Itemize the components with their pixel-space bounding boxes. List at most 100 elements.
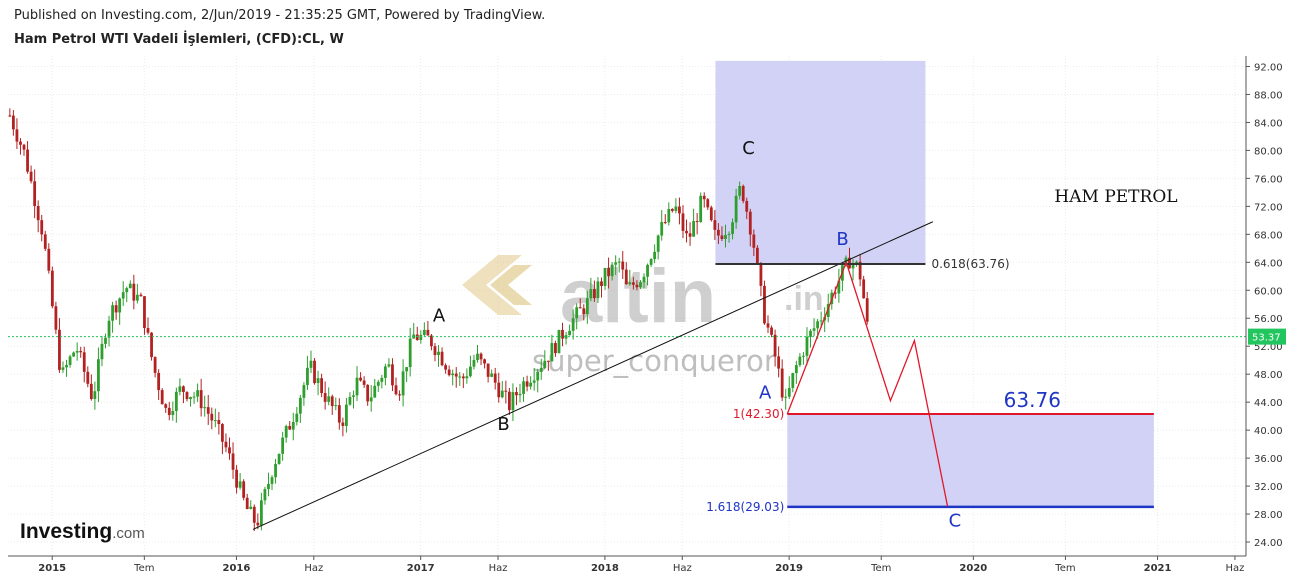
candle-body	[121, 292, 125, 299]
fib-label: 1(42.30)	[733, 407, 784, 421]
y-tick-label: 28.00	[1254, 510, 1283, 521]
candle-body	[256, 522, 260, 526]
candle-body	[291, 421, 295, 430]
watermark-logo-inner-icon	[490, 265, 532, 305]
candle-body	[646, 264, 649, 277]
candle-body	[150, 332, 153, 358]
candle-body	[100, 343, 104, 360]
candle-body	[114, 305, 118, 313]
candle-body	[663, 222, 667, 224]
candle-body	[199, 390, 203, 409]
y-tick-label: 76.00	[1254, 174, 1283, 185]
candle-body	[355, 377, 359, 396]
candle-body	[770, 327, 773, 335]
candle-body	[61, 367, 65, 370]
candle-body	[111, 305, 114, 321]
candle-body	[532, 380, 536, 383]
y-tick-label: 72.00	[1254, 202, 1283, 213]
candle-body	[809, 330, 812, 337]
candle-body	[11, 115, 15, 130]
candle-body	[277, 453, 281, 465]
candle-body	[47, 248, 51, 271]
candle-body	[525, 381, 529, 387]
candle-body	[589, 289, 593, 299]
candle-body	[373, 385, 377, 398]
axes: 92.00 88.00 84.00 80.00 76.00 72.00 68.00 64.00…	[8, 56, 1286, 574]
candle-body	[408, 338, 412, 368]
projection-path	[786, 260, 949, 507]
candle-body	[522, 381, 525, 394]
candle-body	[433, 346, 437, 356]
candle-body	[812, 328, 816, 331]
candle-body	[79, 350, 83, 353]
candle-body	[497, 382, 501, 398]
candle-body	[472, 360, 476, 367]
candle-body	[688, 233, 692, 237]
candle-body	[507, 391, 511, 411]
candle-body	[681, 213, 685, 231]
brand-suffix: .com	[112, 525, 145, 542]
candle-body	[444, 365, 448, 370]
annotations: 0.618(63.76) 1(42.30) 1.618(29.03) 63.76 A B C…	[8, 138, 1246, 532]
y-tick-label: 24.00	[1254, 538, 1283, 549]
candle-body	[249, 506, 253, 510]
candle-body	[447, 369, 451, 376]
candle-body	[617, 261, 621, 263]
candle-body	[352, 395, 355, 397]
candle-body	[614, 262, 618, 265]
candle-body	[284, 425, 288, 438]
candle-body	[267, 483, 270, 490]
candle-body	[213, 420, 217, 422]
candle-body	[734, 195, 738, 223]
candle-body	[259, 500, 263, 526]
candle-body	[607, 267, 610, 277]
candle-body	[706, 199, 710, 208]
candle-body	[571, 318, 575, 331]
x-tick-label: 2015	[38, 563, 66, 574]
candle-body	[43, 234, 47, 249]
candle-body	[415, 334, 419, 341]
candle-body	[550, 343, 554, 362]
candle-body	[727, 233, 731, 235]
x-tick-label: 2019	[775, 563, 803, 574]
candle-body	[348, 396, 352, 405]
candle-body	[479, 353, 483, 360]
candle-body	[320, 378, 324, 394]
candle-body	[422, 329, 426, 335]
candle-body	[805, 336, 809, 356]
candle-body	[536, 371, 540, 381]
candle-body	[298, 397, 302, 414]
candle-body	[221, 424, 224, 442]
candle-body	[713, 220, 717, 230]
candle-body	[107, 320, 111, 338]
candle-body	[674, 206, 678, 211]
candle-body	[819, 320, 823, 322]
candle-body	[189, 397, 192, 400]
candle-body	[337, 405, 341, 423]
candle-body	[206, 407, 210, 414]
x-tick-label: 2016	[223, 563, 251, 574]
candle-body	[196, 390, 200, 397]
candle-body	[720, 235, 724, 239]
candle-body	[486, 363, 490, 377]
x-tick-label: 2020	[959, 563, 987, 574]
candle-body	[855, 261, 858, 263]
wave-label: A	[759, 383, 772, 404]
brand-name: Investing	[20, 520, 113, 543]
candle-body	[178, 386, 182, 392]
candle-body	[383, 366, 387, 378]
candle-body	[578, 307, 582, 309]
candle-body	[228, 447, 231, 454]
candle-body	[203, 407, 207, 409]
candle-body	[86, 371, 90, 384]
candle-body	[631, 282, 635, 285]
candle-body	[596, 281, 600, 299]
x-tick-label: Tem	[133, 563, 154, 574]
wave-label: B	[836, 229, 848, 250]
candle-body	[656, 235, 660, 252]
y-tick-label: 84.00	[1254, 118, 1283, 129]
candle-body	[274, 464, 277, 478]
candle-body	[784, 396, 788, 398]
candle-body	[334, 405, 338, 407]
